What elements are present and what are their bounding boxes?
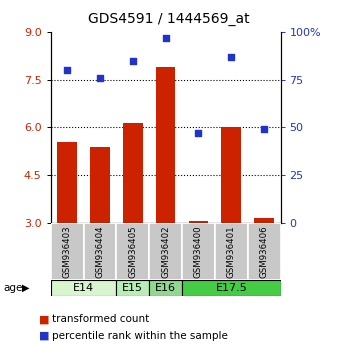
Point: [130, 58, 136, 63]
Text: GSM936400: GSM936400: [194, 225, 203, 278]
Text: GSM936404: GSM936404: [95, 225, 104, 278]
Bar: [116, 280, 149, 296]
Bar: [254, 218, 274, 223]
Text: percentile rank within the sample: percentile rank within the sample: [52, 331, 228, 341]
Text: ■: ■: [39, 331, 49, 341]
Point: [65, 67, 70, 73]
Text: E15: E15: [122, 282, 143, 293]
Bar: [57, 142, 77, 223]
Text: GSM936402: GSM936402: [161, 225, 170, 278]
Bar: [116, 223, 149, 280]
Bar: [90, 147, 110, 223]
Bar: [248, 223, 281, 280]
Point: [196, 130, 201, 136]
Bar: [182, 280, 281, 296]
Bar: [221, 127, 241, 223]
Bar: [83, 223, 116, 280]
Text: ▶: ▶: [22, 283, 29, 293]
Text: GDS4591 / 1444569_at: GDS4591 / 1444569_at: [88, 12, 250, 27]
Bar: [215, 223, 248, 280]
Bar: [149, 223, 182, 280]
Bar: [51, 280, 116, 296]
Bar: [156, 67, 175, 223]
Text: GSM936406: GSM936406: [260, 225, 269, 278]
Bar: [123, 123, 143, 223]
Bar: [51, 223, 83, 280]
Text: E16: E16: [155, 282, 176, 293]
Text: GSM936401: GSM936401: [227, 225, 236, 278]
Text: E14: E14: [73, 282, 94, 293]
Text: E17.5: E17.5: [215, 282, 247, 293]
Point: [261, 126, 267, 132]
Bar: [189, 222, 208, 223]
Point: [228, 54, 234, 59]
Text: GSM936403: GSM936403: [63, 225, 72, 278]
Text: transformed count: transformed count: [52, 314, 150, 324]
Text: ■: ■: [39, 314, 49, 324]
Text: GSM936405: GSM936405: [128, 225, 137, 278]
Text: age: age: [3, 283, 23, 293]
Bar: [182, 223, 215, 280]
Bar: [149, 280, 182, 296]
Point: [97, 75, 103, 81]
Point: [163, 35, 168, 40]
